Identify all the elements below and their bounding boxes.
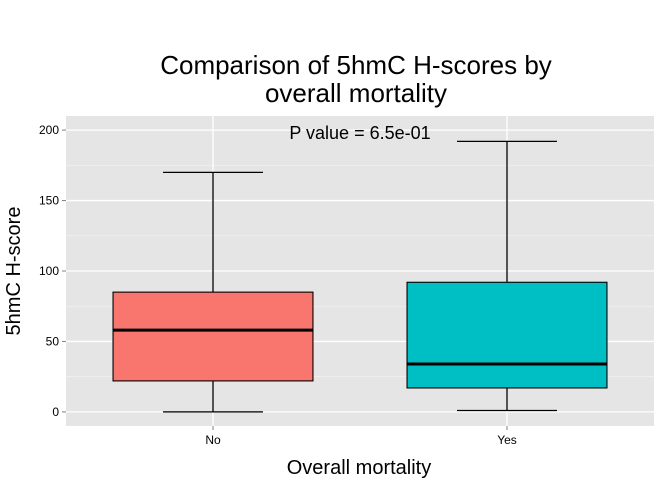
y-tick-label: 50 <box>46 334 60 348</box>
box-yes <box>406 140 608 412</box>
x-axis-title: Overall mortality <box>287 457 431 479</box>
y-axis-title: 5hmC H-score <box>3 207 25 336</box>
x-tick-label: No <box>205 433 221 447</box>
p-value-annotation: P value = 6.5e-01 <box>289 123 430 143</box>
y-tick-label: 200 <box>39 123 59 137</box>
chart-title-line-1: Comparison of 5hmC H-scores by <box>160 50 552 80</box>
x-axis-ticks: No Yes <box>205 426 517 447</box>
x-tick-label: Yes <box>497 433 517 447</box>
box-body <box>112 291 314 382</box>
y-tick-label: 0 <box>52 405 59 419</box>
chart-title-line-2: overall mortality <box>265 78 447 108</box>
y-tick-label: 150 <box>39 194 59 208</box>
y-axis-ticks: 0 50 100 150 200 <box>39 123 66 419</box>
boxes-layer <box>112 140 608 413</box>
box-no <box>112 171 314 413</box>
box-body <box>406 281 608 389</box>
y-tick-label: 100 <box>39 264 59 278</box>
